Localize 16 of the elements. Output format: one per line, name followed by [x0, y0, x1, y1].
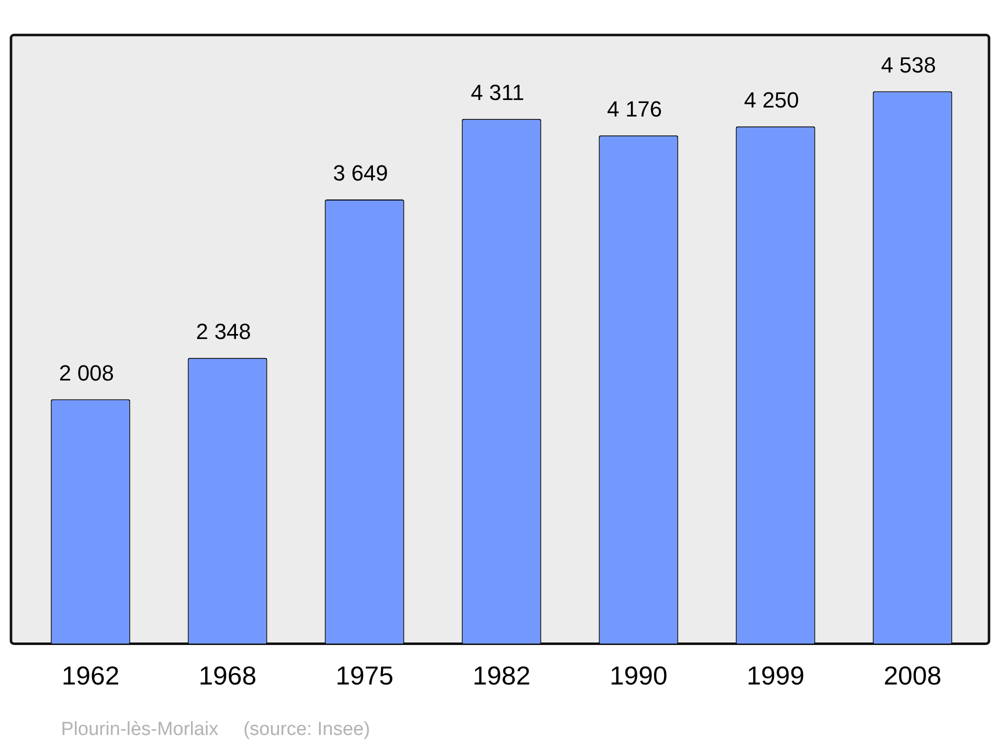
x-tick-label: 1982 [472, 660, 530, 691]
x-tick-label: 1999 [746, 660, 804, 691]
x-tick-label: 1975 [336, 660, 394, 691]
data-label: 3 649 [332, 160, 388, 186]
data-label: 4 176 [606, 96, 662, 122]
x-tick-label: 1990 [610, 660, 668, 691]
x-tick-label: 1968 [198, 660, 256, 691]
text: Plourin-lès-Morlaix [61, 719, 219, 740]
x-tick-label: 2008 [884, 660, 942, 691]
data-label: 4 250 [744, 87, 800, 112]
data-label: 4 311 [470, 80, 524, 105]
data-label: 2 008 [58, 360, 114, 386]
data-label: 4 538 [880, 52, 936, 78]
data-label: 2 348 [196, 318, 252, 344]
x-tick-label: 1962 [62, 660, 120, 691]
text: (source: Insee) [243, 719, 370, 740]
